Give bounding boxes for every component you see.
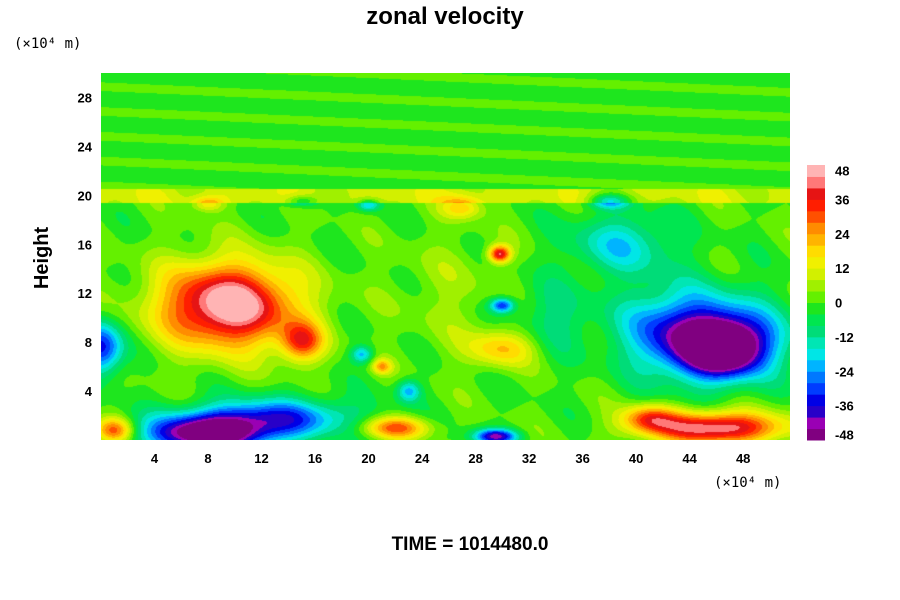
x-axis-ticks: 4 8 12 16 20 24 28 32 36 40 44 48 [151,451,751,466]
y-tick-label: 24 [78,139,93,154]
colorbar-segment [807,165,825,177]
x-tick-label: 32 [522,451,536,466]
colorbar-tick-label: 48 [835,164,849,179]
y-tick-label: 12 [78,286,92,301]
chart-title: zonal velocity [366,3,524,30]
colorbar-segment [807,302,825,315]
colorbar-segment [807,394,825,407]
colorbar-segment [807,279,825,292]
velocity-field-image [101,73,790,440]
colorbar-tick-label: -24 [835,364,855,379]
y-tick-label: 16 [78,237,92,252]
x-tick-label: 28 [468,451,482,466]
colorbar-segment [807,428,825,441]
x-tick-label: 20 [361,451,375,466]
colorbar-segment [807,210,825,223]
colorbar-segment [807,268,825,281]
x-tick-label: 40 [629,451,643,466]
y-tick-label: 20 [78,188,92,203]
colorbar-segment [807,233,825,246]
colorbar-segment [807,359,825,372]
y-tick-label: 28 [78,90,92,105]
colorbar-tick-label: 0 [835,296,842,311]
colorbar-segment [807,348,825,361]
x-tick-label: 48 [736,451,750,466]
colorbar-segment [807,245,825,258]
colorbar [807,165,825,441]
colorbar-tick-label: 24 [835,227,850,242]
colorbar-segment [807,371,825,384]
colorbar-tick-label: -12 [835,330,854,345]
y-tick-label: 4 [85,384,93,399]
colorbar-tick-label: 36 [835,192,849,207]
x-unit-label: (×10⁴ m) [714,475,781,491]
colorbar-segment [807,256,825,269]
x-tick-label: 44 [682,451,697,466]
colorbar-segment [807,176,825,189]
colorbar-segment [807,336,825,349]
x-tick-label: 16 [308,451,322,466]
x-tick-label: 4 [151,451,159,466]
time-label: TIME = 1014480.0 [392,534,549,555]
y-axis-label: Height [31,227,53,290]
colorbar-segment [807,222,825,235]
x-tick-label: 12 [254,451,268,466]
colorbar-segment [807,313,825,326]
colorbar-segment [807,291,825,303]
plot-area [101,73,790,440]
colorbar-segment [807,325,825,338]
colorbar-segment [807,199,825,212]
colorbar-segment [807,405,825,418]
colorbar-ticks: 48 36 24 12 0 -12 -24 -36 -48 [835,164,855,443]
colorbar-tick-label: 12 [835,261,849,276]
x-tick-label: 24 [415,451,430,466]
colorbar-segment [807,417,825,430]
x-tick-label: 8 [204,451,211,466]
colorbar-segment [807,382,825,395]
y-axis-ticks: 4 8 12 16 20 24 28 [78,90,93,399]
colorbar-tick-label: -48 [835,427,854,442]
colorbar-tick-label: -36 [835,399,854,414]
x-tick-label: 36 [575,451,589,466]
y-tick-label: 8 [85,335,92,350]
colorbar-segment [807,187,825,200]
y-unit-label: (×10⁴ m) [14,36,81,52]
